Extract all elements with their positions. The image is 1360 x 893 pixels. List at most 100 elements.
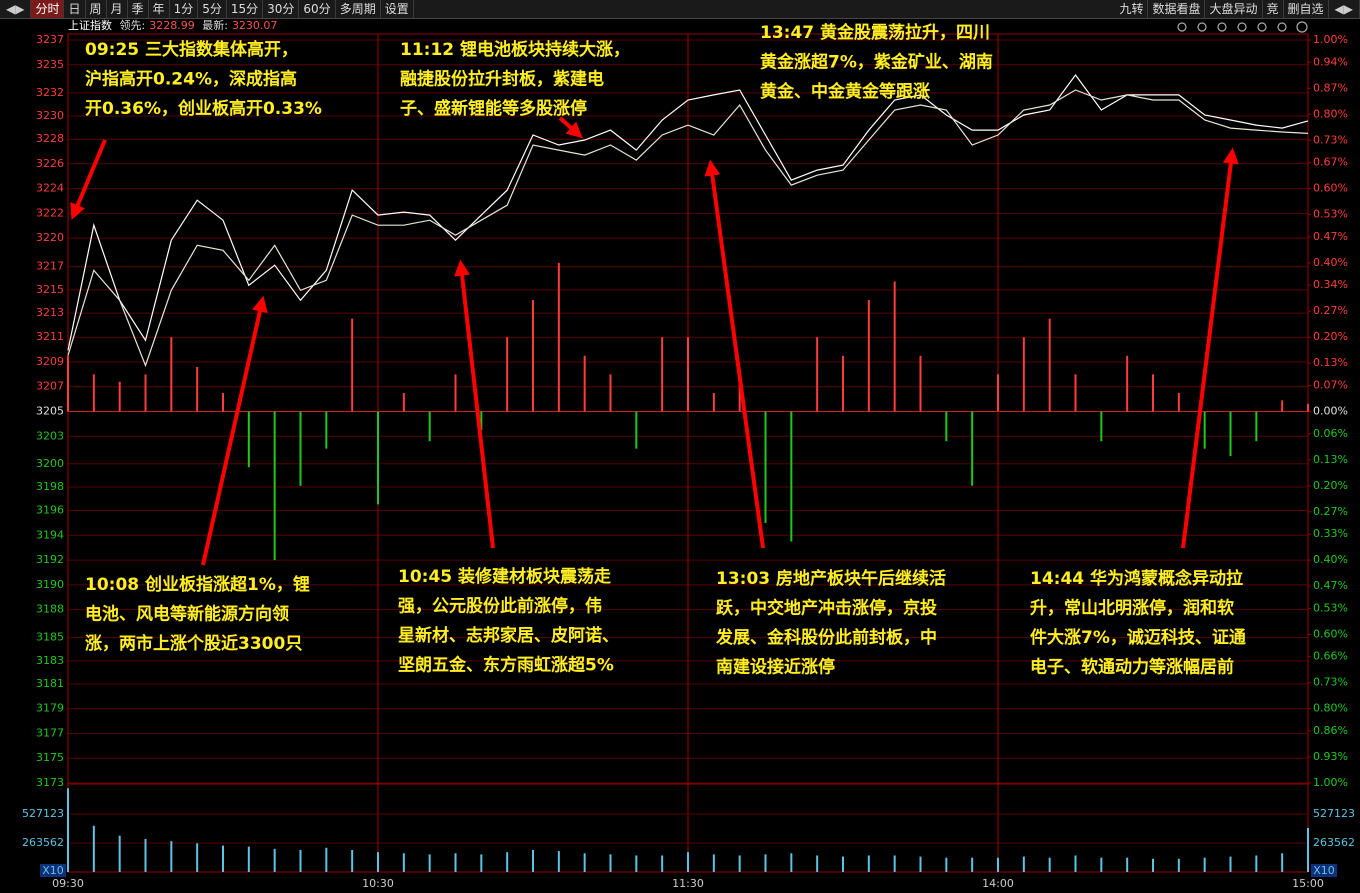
annotation-line: 黄金、中金黄金等跟涨 xyxy=(760,81,930,102)
tab[interactable]: 5分 xyxy=(198,0,227,18)
y-tick-label: 3230 xyxy=(36,109,64,122)
y-tick-label: 3211 xyxy=(36,330,64,343)
tab[interactable]: 30分 xyxy=(263,0,300,18)
y-tick-label: 3175 xyxy=(36,751,64,764)
y2-tick-label: 0.20% xyxy=(1313,330,1348,343)
y2-tick-label: 0.06% xyxy=(1313,427,1348,440)
y-tick-label: 3215 xyxy=(36,283,64,296)
index-name: 上证指数 xyxy=(68,19,112,32)
y-tick-label: 3177 xyxy=(36,727,64,740)
tab[interactable]: 竞 xyxy=(1263,0,1284,18)
y2-tick-label: 0.87% xyxy=(1313,81,1348,94)
y-tick-label: 3220 xyxy=(36,231,64,244)
last-label: 最新: xyxy=(202,19,228,32)
y-tick-label: 3194 xyxy=(36,528,64,541)
annotation-line: 件大涨7%，诚迈科技、证通 xyxy=(1030,627,1246,648)
x-tick-label: 11:30 xyxy=(672,877,704,890)
tab[interactable]: 日 xyxy=(64,0,86,18)
arrow xyxy=(558,116,583,139)
last-value: 3230.07 xyxy=(231,19,278,32)
tab[interactable]: 1分 xyxy=(170,0,199,18)
tab[interactable]: 分时 xyxy=(31,0,65,18)
info-row: 上证指数 领先: 3228.99 最新: 3230.07 xyxy=(68,19,281,33)
icon[interactable] xyxy=(1277,22,1287,32)
annotation-line: 开0.36%，创业板高开0.33% xyxy=(85,98,322,119)
lead-label: 领先: xyxy=(119,19,146,32)
y-tick-label: 3217 xyxy=(36,260,64,273)
annotation-line: 黄金涨超7%，紫金矿业、湖南 xyxy=(760,52,993,73)
y-tick-label: 3207 xyxy=(36,380,64,393)
y-tick-label: 3224 xyxy=(36,182,64,195)
y2-tick-label: 0.07% xyxy=(1313,378,1348,391)
tab[interactable]: 数据看盘 xyxy=(1148,0,1206,18)
annotation-line: 升，常山北明涨停，润和软 xyxy=(1030,598,1234,619)
y-tick-label: 3173 xyxy=(36,776,64,789)
tab[interactable]: 60分 xyxy=(299,0,336,18)
icon[interactable] xyxy=(1237,22,1247,32)
arrow xyxy=(201,295,268,566)
tab[interactable]: 15分 xyxy=(227,0,264,18)
unit-box xyxy=(1311,864,1337,877)
nav-arrows[interactable]: ◀▶ xyxy=(0,0,32,18)
tab[interactable]: 多周期 xyxy=(336,0,381,18)
tab[interactable]: 月 xyxy=(107,0,128,18)
tab[interactable]: 季 xyxy=(128,0,149,18)
annotation-line: 09:25 三大指数集体高开， xyxy=(85,39,298,60)
tab[interactable]: 周 xyxy=(86,0,107,18)
y-tick-label: 3185 xyxy=(36,631,64,644)
y-tick-label: 3232 xyxy=(36,86,64,99)
y2-tick-label: 0.53% xyxy=(1313,601,1348,614)
icon[interactable] xyxy=(1177,22,1187,32)
tool-tabs: 九转 数据看盘 大盘异动竞删自选 xyxy=(1115,0,1329,18)
tab[interactable]: 设置 xyxy=(381,0,414,18)
annotation-line: 南建设接近涨停 xyxy=(716,657,835,678)
tab[interactable]: 删自选 xyxy=(1284,0,1329,18)
annotation-line: 10:45 装修建材板块震荡走 xyxy=(398,566,611,587)
volume-tick-label-right: 263562 xyxy=(1313,836,1355,849)
tab[interactable]: 大盘异动 xyxy=(1205,0,1263,18)
y2-tick-label: 0.13% xyxy=(1313,453,1348,466)
marks-layer xyxy=(67,73,1309,872)
grid-layer: 3237 3235 3232 3230 3228 3226 3224 3222 3220 3217… xyxy=(22,33,1355,890)
tab[interactable]: 年 xyxy=(149,0,170,18)
y-tick-label: 3183 xyxy=(36,654,64,667)
y-tick-label: 3188 xyxy=(36,603,64,616)
y-tick-label: 3213 xyxy=(36,306,64,319)
annotation-line: 13:03 房地产板块午后继续活 xyxy=(716,568,946,589)
icon[interactable] xyxy=(1296,21,1308,33)
volume-tick-label-right: 527123 xyxy=(1313,807,1355,820)
x-tick-label: 09:30 xyxy=(52,877,84,890)
price-line xyxy=(67,89,1309,368)
y2-tick-label: 1.00% xyxy=(1313,33,1348,46)
icon[interactable] xyxy=(1197,22,1207,32)
spacer xyxy=(414,0,1116,18)
y2-tick-label: 0.33% xyxy=(1313,527,1348,540)
y2-tick-label: 0.94% xyxy=(1313,55,1348,68)
annotation-line: 电池、风电等新能源方向领 xyxy=(85,604,289,625)
x-tick-label: 15:00 xyxy=(1292,877,1324,890)
arrow xyxy=(1181,147,1239,549)
y2-tick-label: 0.20% xyxy=(1313,479,1348,492)
y-tick-label: 3192 xyxy=(36,553,64,566)
annotation-line: 电子、软通动力等涨幅居前 xyxy=(1030,657,1234,678)
y-tick-label: 3203 xyxy=(36,429,64,442)
tab[interactable]: 九转 xyxy=(1115,0,1149,18)
y-tick-label: 3228 xyxy=(36,132,64,145)
nav-arrows-right[interactable]: ◀▶ xyxy=(1329,0,1360,18)
y-tick-label: 3200 xyxy=(36,457,64,470)
y-tick-label: 3209 xyxy=(36,355,64,368)
annotation-line: 沪指高开0.24%，深成指高 xyxy=(85,69,297,90)
y2-tick-label: 0.00% xyxy=(1313,405,1348,418)
y2-tick-label: 1.00% xyxy=(1313,776,1348,789)
unit-box xyxy=(40,864,66,877)
x-tick-label: 10:30 xyxy=(362,877,394,890)
y2-tick-label: 0.53% xyxy=(1313,208,1348,221)
volume-unit-right: X10 xyxy=(1313,864,1335,877)
y2-tick-label: 0.60% xyxy=(1313,627,1348,640)
y2-tick-label: 0.13% xyxy=(1313,356,1348,369)
arrow xyxy=(704,159,765,549)
icon[interactable] xyxy=(1257,22,1267,32)
y-tick-label: 3181 xyxy=(36,677,64,690)
icon[interactable] xyxy=(1217,22,1227,32)
y2-tick-label: 0.47% xyxy=(1313,230,1348,243)
